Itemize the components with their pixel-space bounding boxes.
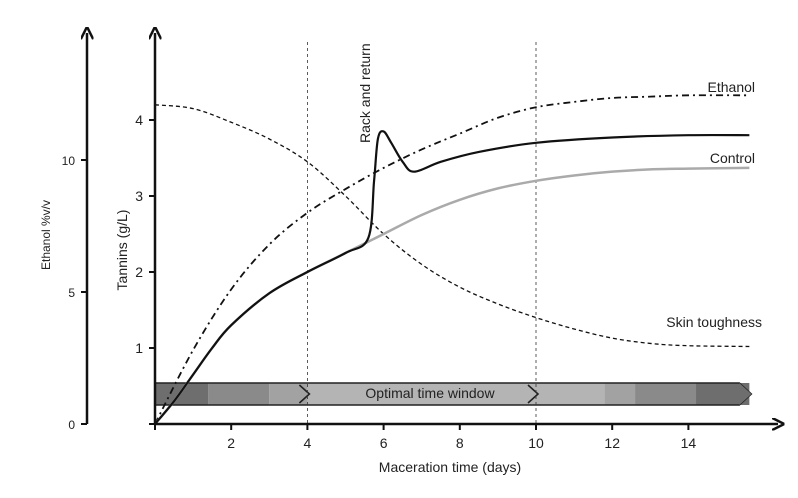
x-tick-label-12: 12 [604,435,620,451]
y-axis-label: Tannins (g/L) [114,210,130,291]
band-segment-4 [536,383,605,405]
x-tick-label-2: 2 [227,435,235,451]
y-tick-label-4: 4 [135,112,143,128]
time-band [154,382,753,406]
y-tick-label-2: 2 [135,264,143,280]
band-segment-6 [635,383,697,405]
y2-tick-label-10: 10 [62,154,76,168]
x-tick-label-6: 6 [380,435,388,451]
annotation-rack-and-return: Rack and return [357,43,373,143]
band-segment-7 [696,383,750,405]
y2-tick-label-5: 5 [68,286,75,300]
x-axis-label: Maceration time (days) [379,459,521,475]
y2-tick-label-0: 0 [68,418,75,432]
band-chevron-1 [527,384,540,404]
band-segment-3 [307,383,536,405]
band-segment-1 [208,383,270,405]
band-chevron-0 [298,384,311,404]
x-tick-label-14: 14 [681,435,697,451]
label-skin-toughness: Skin toughness [666,314,762,330]
band-segment-5 [604,383,636,405]
y2-axis-label: Ethanol %v/v [39,200,53,270]
vlines [306,42,537,424]
y-tick-label-3: 3 [135,188,143,204]
series-line-skin-toughness [154,104,750,348]
x-tick-label-10: 10 [528,435,544,451]
series-line-rack-and-return [154,130,750,425]
x-tick-label-8: 8 [456,435,464,451]
label-ethanol: Ethanol [708,79,755,95]
band-segment-2 [269,383,308,405]
y-tick-label-1: 1 [135,340,143,356]
x-tick-label-4: 4 [304,435,312,451]
band-segment-0 [155,383,209,405]
series-line-ethanol [154,94,750,425]
label-control: Control [710,150,755,166]
band-label: Optimal time window [365,385,495,401]
band-arrow-tip [739,383,752,405]
series-group [154,94,750,425]
